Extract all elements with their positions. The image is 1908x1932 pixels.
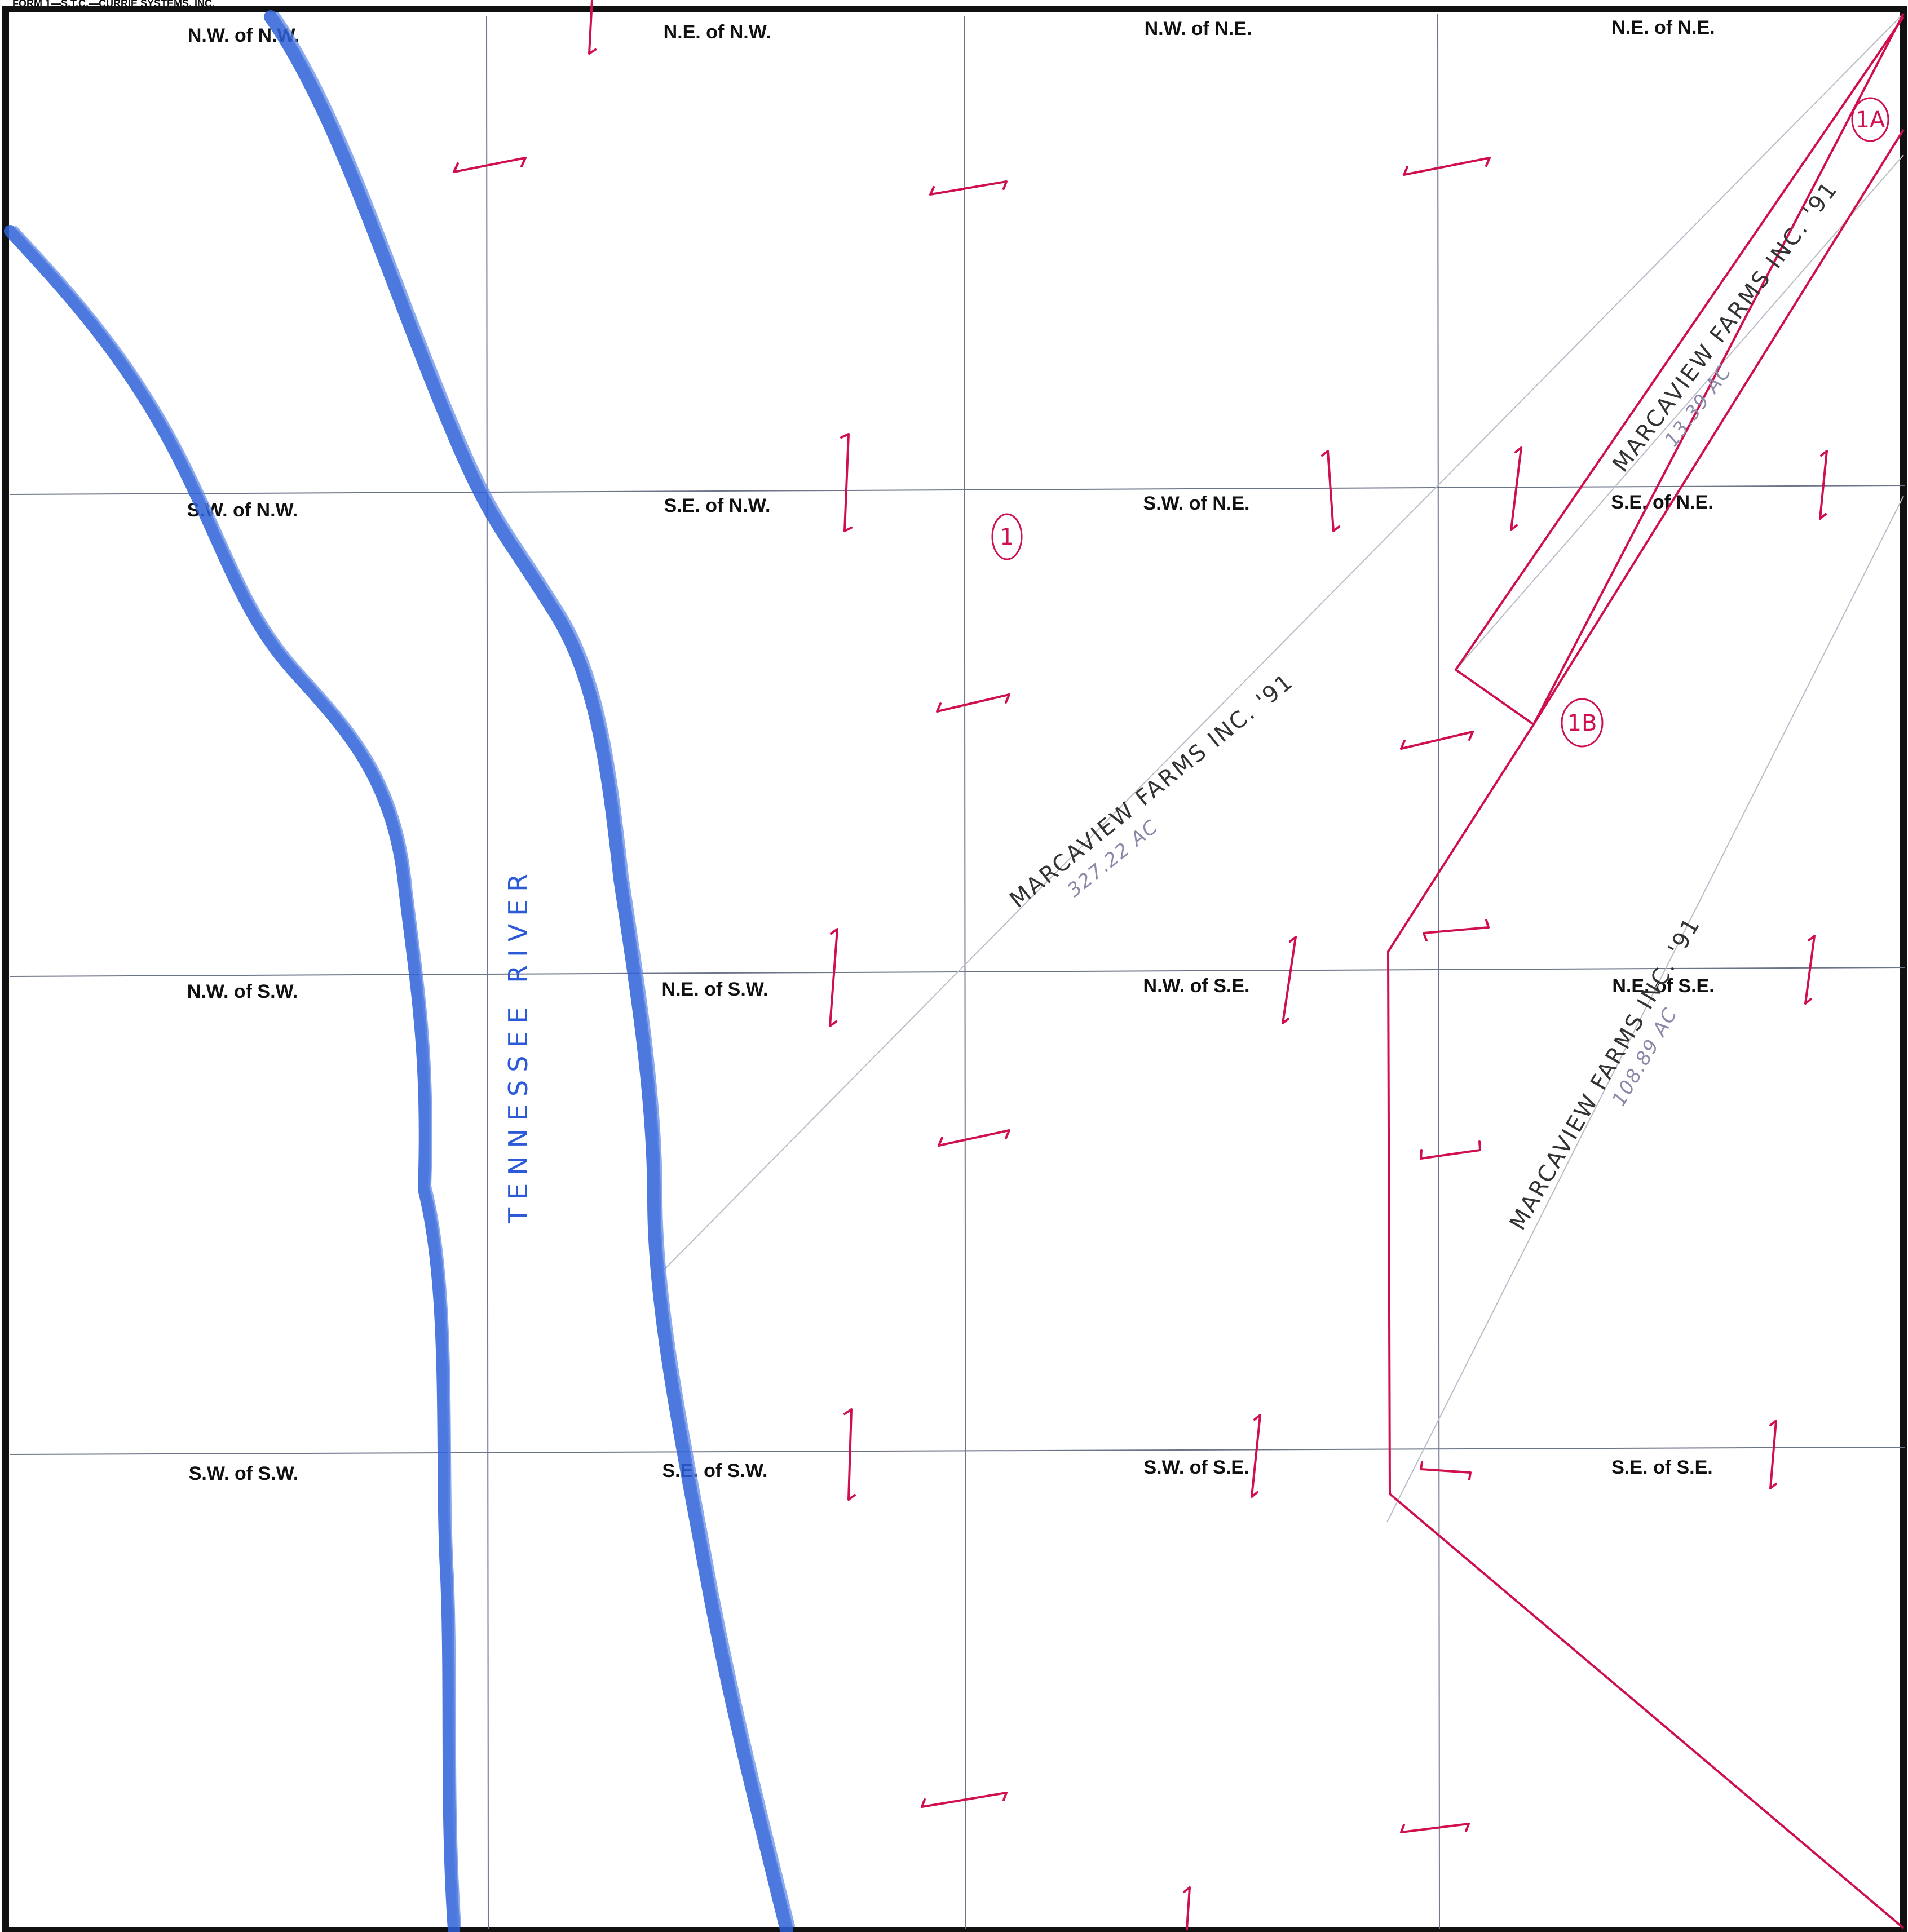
quarter-label: N.E. of S.W.	[662, 979, 768, 1000]
quarter-label: N.E. of S.E.	[1612, 975, 1714, 997]
parcel-1a-annotation: MARCAVIEW FARMS INC. '91 13.39 AC	[1607, 176, 1843, 477]
lot-tick	[1321, 450, 1340, 532]
quarter-label: S.W. of S.W.	[189, 1463, 299, 1484]
lot-tick	[1420, 1461, 1472, 1480]
tract-circle	[1561, 698, 1604, 748]
lot-tick	[588, 0, 597, 55]
lot-tick	[1804, 935, 1816, 1005]
lot-tick	[1420, 1140, 1481, 1160]
grid-line-v2	[964, 15, 966, 1930]
pencil-line	[662, 13, 1904, 1272]
quarter-label: N.W. of N.E.	[1145, 18, 1252, 39]
grid-line-h1	[10, 485, 1905, 495]
tract-marker-1b: 1B	[1561, 698, 1604, 748]
map-border	[2, 6, 1907, 1932]
quarter-label: S.E. of N.W.	[664, 495, 771, 516]
quarter-label: N.W. of S.E.	[1143, 975, 1250, 997]
tract-number: 1	[1000, 524, 1014, 550]
parcel-annotations: MARCAVIEW FARMS INC. '91 327.22 AC MARCA…	[1005, 176, 1843, 1235]
lot-tick	[1510, 446, 1522, 531]
tract-marker-1a: 1A	[1851, 97, 1889, 142]
tract-circle	[991, 513, 1023, 560]
quarter-labels: N.W. of N.W. N.E. of N.W. N.W. of N.E. N…	[187, 17, 1715, 1484]
lot-tick	[453, 157, 527, 173]
pencil-line	[1455, 154, 1904, 670]
parcel-boundaries	[1386, 13, 1905, 1929]
parcel-1-boundary	[1386, 13, 1905, 1929]
lot-tick	[1400, 731, 1474, 750]
quarter-label: S.W. of N.E.	[1143, 493, 1250, 514]
form-label: FORM 1—S.T.C.—CURRIE SYSTEMS, INC.	[12, 0, 215, 9]
quarter-label: S.E. of S.W.	[662, 1460, 767, 1482]
grid-line-v3	[1437, 13, 1440, 1930]
lot-tick	[840, 433, 853, 532]
tract-number: 1B	[1567, 710, 1597, 736]
owner-name: MARCAVIEW FARMS INC. '91	[1505, 913, 1706, 1235]
lot-tick	[921, 1792, 1008, 1808]
parcel-1-annotation: MARCAVIEW FARMS INC. '91 327.22 AC	[1005, 669, 1298, 913]
tract-markers: 1 1A 1B	[991, 97, 1889, 748]
river-bank-east-edge	[276, 12, 795, 1927]
lot-tick	[1769, 1420, 1777, 1489]
quarter-label: S.W. of S.E.	[1143, 1457, 1249, 1478]
lot-tick	[1282, 936, 1297, 1024]
lot-tick	[936, 693, 1010, 713]
lot-tick	[1400, 1823, 1470, 1833]
owner-name: MARCAVIEW FARMS INC. '91	[1005, 669, 1298, 913]
lot-tick	[929, 180, 1008, 196]
lot-tick	[843, 1408, 856, 1501]
tract-circle	[1851, 97, 1889, 142]
lot-tick	[1403, 157, 1491, 176]
lot-tick	[938, 1129, 1010, 1147]
river-bank-west	[4, 225, 460, 1932]
lot-tick	[1251, 1414, 1261, 1498]
lot-tick	[1423, 919, 1490, 941]
quarter-label: N.E. of N.W.	[664, 21, 771, 43]
grid-line-h3	[10, 1447, 1905, 1455]
lot-tick	[829, 928, 838, 1027]
quarter-label: S.E. of S.E.	[1611, 1457, 1712, 1478]
tennessee-river	[4, 10, 795, 1932]
tract-marker-1: 1	[991, 513, 1023, 560]
parcel-1b-annotation: MARCAVIEW FARMS INC. '91 108.89 AC	[1505, 913, 1706, 1235]
quarter-label: N.E. of N.E.	[1611, 17, 1715, 38]
quarter-label: N.W. of S.W.	[187, 981, 298, 1002]
river-bank-west-edge	[14, 226, 461, 1927]
quarter-label: S.E. of N.E.	[1611, 492, 1713, 513]
lot-line-ticks	[453, 0, 1828, 1930]
lot-tick	[1819, 450, 1828, 520]
tract-number: 1A	[1856, 107, 1885, 133]
parcel-1a-boundary	[1454, 16, 1905, 726]
river-bank-east	[264, 10, 793, 1932]
grid-line-v1	[486, 15, 489, 1930]
owner-name: MARCAVIEW FARMS INC. '91	[1607, 176, 1843, 477]
river-label: TENNESSEE RIVER	[503, 866, 533, 1224]
pencil-lot-lines	[662, 13, 1904, 1523]
pencil-line	[1386, 496, 1904, 1523]
lot-tick	[1183, 1886, 1191, 1930]
parcel-1b-boundary	[1532, 129, 1905, 726]
